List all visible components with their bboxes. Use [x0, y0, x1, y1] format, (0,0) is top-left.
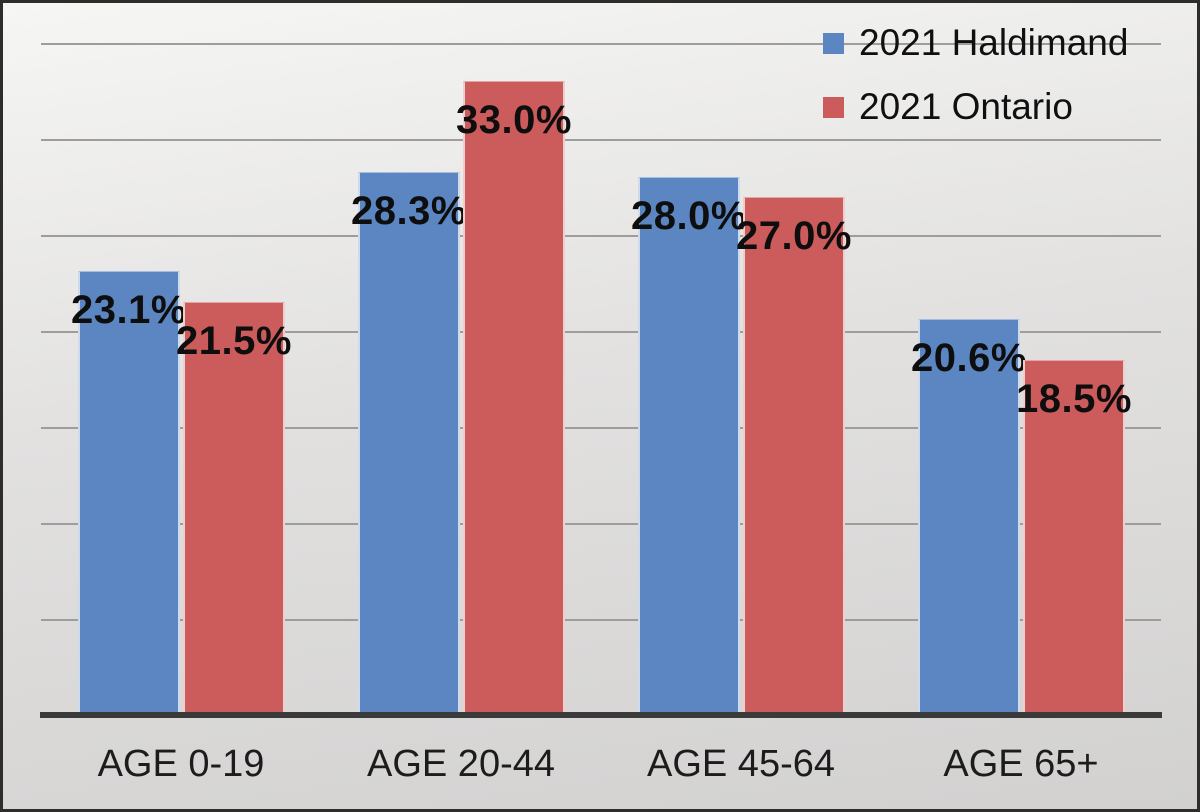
bar-2021-ontario-age-65+: 18.5%: [1016, 360, 1131, 715]
bar-2021-haldimand-age-45-64: 28.0%: [631, 177, 746, 715]
legend: 2021 Haldimand 2021 Ontario: [823, 11, 1128, 139]
bar-value-label: 21.5%: [176, 319, 292, 363]
bar-value-label: 18.5%: [1016, 377, 1132, 421]
bar-value-label: 28.3%: [351, 189, 467, 233]
bar-2021-haldimand-age-65+: 20.6%: [911, 319, 1026, 715]
legend-item-ontario: 2021 Ontario: [823, 75, 1128, 139]
haldimand-series-swatch-icon: [823, 32, 844, 54]
bar-value-label: 20.6%: [911, 336, 1027, 380]
bar-value-label: 27.0%: [736, 214, 852, 258]
legend-item-haldimand: 2021 Haldimand: [823, 11, 1128, 75]
gridline-15: [41, 427, 1161, 429]
x-axis-label-age-65+: AGE 65+: [943, 743, 1099, 785]
bar-2021-haldimand-age-20-44: 28.3%: [351, 172, 466, 715]
bar-value-label: 28.0%: [631, 194, 747, 238]
x-axis-label-age-45-64: AGE 45-64: [647, 743, 835, 785]
x-axis-label-age-20-44: AGE 20-44: [367, 743, 555, 785]
bar-2021-ontario-age-45-64: 27.0%: [736, 197, 851, 715]
bar-value-label: 23.1%: [71, 288, 187, 332]
bar-2021-ontario-age-0-19: 21.5%: [176, 302, 291, 715]
bar-2021-haldimand-age-0-19: 23.1%: [71, 271, 186, 715]
bar-value-label: 33.0%: [456, 98, 572, 142]
gridline-20: [41, 331, 1161, 333]
gridline-10: [41, 523, 1161, 525]
x-axis-label-age-0-19: AGE 0-19: [97, 743, 265, 785]
gridline-25: [41, 235, 1161, 237]
legend-label-haldimand: 2021 Haldimand: [859, 22, 1129, 63]
gridline-30: [41, 139, 1161, 141]
ontario-series-swatch-icon: [823, 96, 844, 118]
x-axis-line: [40, 712, 1162, 718]
gridline-5: [41, 619, 1161, 621]
gridline-35: [41, 43, 1161, 45]
bar-2021-ontario-age-20-44: 33.0%: [456, 81, 571, 715]
legend-label-ontario: 2021 Ontario: [859, 86, 1073, 127]
